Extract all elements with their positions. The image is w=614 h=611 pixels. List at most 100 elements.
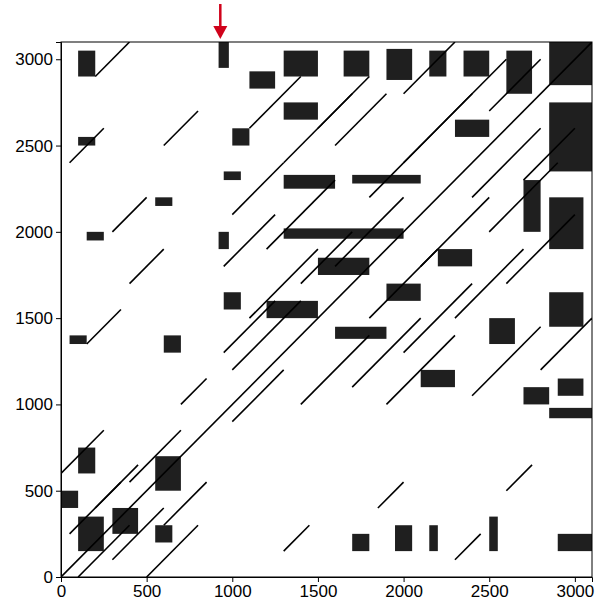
y-axis: 0 500 1000 1500 2000 2500 3000 <box>15 43 61 587</box>
tick: 0 <box>44 568 61 587</box>
match-segment <box>523 128 574 180</box>
dense-block <box>155 525 172 542</box>
match-segment <box>249 77 300 129</box>
tick-label: 3000 <box>15 50 53 69</box>
tick-label: 3000 <box>556 582 594 601</box>
dense-block <box>438 249 472 266</box>
dense-block <box>284 51 318 77</box>
match-segment <box>352 318 421 387</box>
dense-block <box>429 525 438 551</box>
tick-label: 2500 <box>471 582 509 601</box>
dense-block <box>61 491 78 508</box>
dense-block <box>219 42 229 68</box>
match-segment <box>301 335 370 404</box>
dense-block <box>429 51 446 77</box>
tick-mark <box>56 146 61 147</box>
dense-block <box>78 137 95 146</box>
tick-label: 1000 <box>214 582 252 601</box>
dense-block <box>78 448 95 474</box>
tick: 2500 <box>15 136 61 155</box>
match-segment <box>164 482 207 525</box>
match-segment <box>318 77 369 129</box>
dense-block <box>455 120 489 137</box>
arrow-head <box>213 26 227 39</box>
dense-block <box>352 534 369 551</box>
match-segment <box>489 163 558 232</box>
tick: 0 <box>57 577 66 601</box>
tick: 1500 <box>300 577 338 601</box>
tick-label: 500 <box>25 482 53 501</box>
tick: 500 <box>133 577 161 601</box>
marks <box>61 42 592 577</box>
tick-label: 1000 <box>15 395 53 414</box>
match-segment <box>472 128 541 197</box>
match-segment <box>335 94 386 146</box>
match-segment <box>489 59 540 111</box>
match-segment <box>378 482 404 508</box>
tick-label: 2500 <box>15 136 53 155</box>
tick-label: 2000 <box>385 582 423 601</box>
tick-mark <box>56 232 61 233</box>
tick-mark <box>56 59 61 60</box>
dense-block <box>464 51 490 77</box>
match-segment <box>506 215 575 284</box>
tick-label: 0 <box>57 582 66 601</box>
match-segment <box>455 534 481 560</box>
match-segment <box>70 128 104 163</box>
dense-block <box>87 232 104 241</box>
dense-block <box>489 318 515 344</box>
dense-block <box>219 232 229 249</box>
tick-mark <box>56 404 61 405</box>
match-segment <box>112 197 146 232</box>
tick-label: 1500 <box>15 309 53 328</box>
match-segment <box>301 232 352 284</box>
chart: 0 500 1000 1500 2000 2500 3000 0 500 1000 1500 2000… <box>0 0 614 611</box>
match-segment <box>232 370 283 422</box>
dense-block <box>549 102 592 171</box>
tick: 2000 <box>385 577 423 601</box>
tick: 1500 <box>15 309 61 328</box>
dense-block <box>386 284 420 301</box>
match-segment <box>404 94 473 163</box>
dense-block <box>318 258 369 275</box>
match-segment <box>112 508 163 560</box>
dense-block <box>558 534 592 551</box>
tick-mark <box>56 318 61 319</box>
match-segment <box>147 525 198 577</box>
tick: 1000 <box>15 395 61 414</box>
match-segment <box>130 249 164 284</box>
match-segment <box>267 180 336 249</box>
dense-block <box>224 292 241 309</box>
match-segment <box>95 42 129 77</box>
dense-block <box>249 71 275 88</box>
tick-label: 0 <box>44 568 53 587</box>
tick: 3000 <box>556 577 594 601</box>
match-segment <box>224 215 275 267</box>
dense-block <box>549 408 592 418</box>
dense-block <box>523 387 549 404</box>
tick: 2500 <box>471 577 509 601</box>
dense-block <box>549 292 583 327</box>
match-segment <box>61 42 592 577</box>
dense-block <box>558 379 584 396</box>
match-segment <box>164 111 198 146</box>
dense-block <box>284 175 335 189</box>
dense-block <box>335 327 386 339</box>
dense-block <box>395 525 412 551</box>
match-segment <box>181 379 207 405</box>
match-segment <box>232 163 283 215</box>
match-segment <box>130 430 181 482</box>
match-segment <box>369 249 438 318</box>
match-segment <box>232 301 301 370</box>
axis-line <box>56 43 62 578</box>
match-segment <box>224 301 275 353</box>
tick-label: 2000 <box>15 223 53 242</box>
match-segment <box>386 335 455 404</box>
tick: 3000 <box>15 50 61 69</box>
match-segment <box>472 327 541 396</box>
dense-block <box>164 335 181 352</box>
x-axis: 0 500 1000 1500 2000 2500 3000 <box>57 577 595 601</box>
dense-block <box>70 335 87 344</box>
tick-label: 500 <box>133 582 161 601</box>
dense-block <box>421 370 455 387</box>
